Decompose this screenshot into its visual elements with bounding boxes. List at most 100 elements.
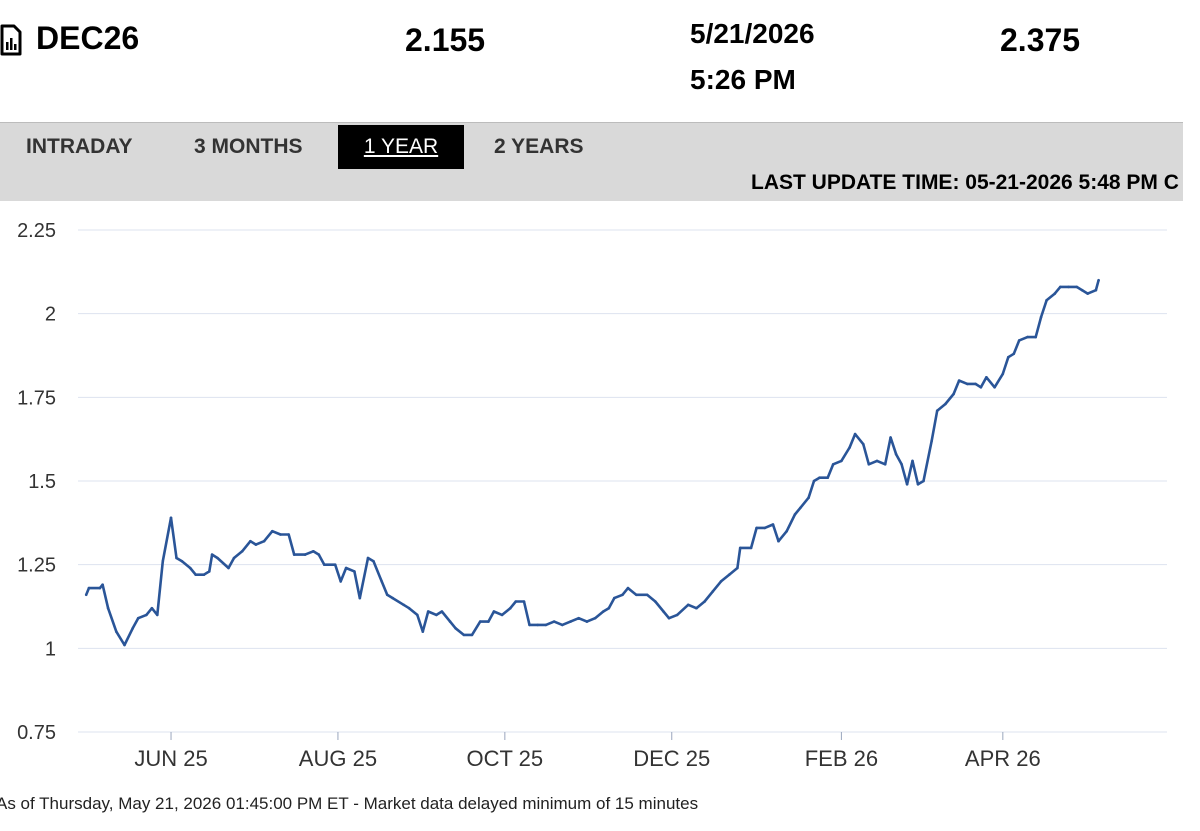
data-point bbox=[727, 573, 731, 576]
data-point bbox=[552, 620, 556, 623]
data-point bbox=[339, 580, 343, 583]
data-point bbox=[188, 566, 192, 570]
data-point bbox=[585, 620, 589, 623]
data-point bbox=[905, 483, 909, 486]
data-point bbox=[645, 593, 649, 597]
data-point bbox=[333, 563, 337, 566]
data-point bbox=[993, 386, 996, 389]
data-point bbox=[227, 566, 230, 570]
data-point bbox=[1012, 352, 1016, 356]
y-tick-label: 1 bbox=[45, 638, 56, 660]
data-point bbox=[169, 516, 173, 520]
data-point bbox=[634, 593, 638, 597]
data-point bbox=[194, 573, 197, 576]
y-tick-label: 1.5 bbox=[28, 471, 56, 493]
data-point bbox=[262, 539, 266, 543]
quote-row: DEC26 2.155 5/21/2026 5:26 PM 2.375 bbox=[0, 0, 1200, 122]
data-point bbox=[279, 533, 282, 536]
data-point bbox=[966, 382, 969, 386]
data-point bbox=[771, 523, 775, 526]
tab-1-year[interactable]: 1 YEAR bbox=[338, 125, 464, 169]
data-point bbox=[738, 546, 742, 550]
data-point bbox=[894, 452, 898, 456]
data-point bbox=[287, 533, 291, 536]
data-point bbox=[440, 610, 444, 613]
data-point bbox=[979, 386, 983, 389]
data-point bbox=[208, 570, 211, 573]
data-point bbox=[500, 613, 504, 617]
data-point bbox=[87, 586, 91, 590]
data-point bbox=[470, 633, 474, 637]
data-point bbox=[478, 620, 482, 623]
x-tick-label: JUN 25 bbox=[134, 746, 207, 771]
data-point bbox=[454, 627, 457, 630]
data-point bbox=[1097, 278, 1100, 282]
data-point bbox=[686, 603, 690, 607]
data-point bbox=[358, 596, 362, 600]
data-point bbox=[509, 606, 512, 610]
data-point bbox=[602, 610, 605, 613]
data-point bbox=[607, 606, 611, 610]
data-point bbox=[1053, 292, 1057, 295]
x-tick-label: AUG 25 bbox=[299, 746, 377, 771]
data-point bbox=[654, 600, 657, 603]
data-point bbox=[719, 580, 723, 583]
data-point bbox=[667, 616, 671, 620]
data-point bbox=[561, 623, 564, 627]
data-point bbox=[1094, 288, 1098, 292]
data-point bbox=[944, 402, 947, 406]
data-point bbox=[435, 613, 438, 617]
data-point bbox=[536, 623, 539, 627]
data-point bbox=[106, 606, 110, 610]
data-point bbox=[416, 613, 419, 617]
data-point bbox=[426, 610, 430, 613]
tab-2-years[interactable]: 2 YEARS bbox=[494, 135, 584, 158]
data-point bbox=[528, 623, 531, 627]
data-point bbox=[957, 379, 961, 382]
y-tick-label: 2 bbox=[45, 304, 56, 326]
range-tabbar: INTRADAY 3 MONTHS 1 YEAR 2 YEARS LAST UP… bbox=[0, 122, 1183, 201]
data-point bbox=[487, 620, 490, 623]
last-price: 2.155 bbox=[405, 22, 486, 58]
y-tick-label: 2.25 bbox=[17, 220, 56, 242]
data-point bbox=[232, 556, 236, 560]
data-point bbox=[1067, 285, 1070, 289]
tab-3-months[interactable]: 3 MONTHS bbox=[194, 135, 303, 158]
tab-intraday[interactable]: INTRADAY bbox=[26, 135, 133, 158]
data-point bbox=[569, 620, 572, 623]
data-point bbox=[675, 613, 679, 617]
x-tick-label: APR 26 bbox=[965, 746, 1041, 771]
chart-grid bbox=[78, 229, 1167, 733]
last-update-time: LAST UPDATE TIME: 05-21-2026 5:48 PM C bbox=[751, 171, 1179, 194]
data-point bbox=[593, 616, 597, 620]
data-point bbox=[492, 610, 496, 613]
price-chart: 0.75 1 1.25 1.5 1.75 2 2.25 JUN 25 AUG 25 OCT 25… bbox=[17, 220, 1167, 771]
data-point bbox=[145, 613, 148, 617]
data-point bbox=[840, 459, 843, 463]
data-point bbox=[900, 463, 903, 466]
quote-value: 2.375 bbox=[1000, 22, 1081, 58]
data-point bbox=[935, 409, 939, 412]
data-point bbox=[1017, 339, 1021, 342]
data-point bbox=[985, 376, 988, 379]
data-point bbox=[98, 586, 102, 590]
data-point bbox=[703, 600, 706, 603]
data-point bbox=[749, 546, 753, 550]
data-point bbox=[366, 556, 370, 560]
data-point bbox=[807, 496, 810, 500]
delay-footnote: As of Thursday, May 21, 2026 01:45:00 PM… bbox=[0, 794, 699, 813]
data-point bbox=[662, 610, 665, 613]
data-point bbox=[1034, 335, 1037, 339]
data-point bbox=[930, 439, 933, 443]
y-axis: 0.75 1 1.25 1.5 1.75 2 2.25 bbox=[17, 220, 56, 744]
y-tick-label: 1.75 bbox=[17, 387, 56, 409]
data-point bbox=[249, 539, 252, 543]
chart-document-icon[interactable] bbox=[0, 24, 22, 56]
data-point bbox=[391, 596, 395, 600]
data-point bbox=[156, 613, 159, 617]
price-series-line bbox=[84, 279, 1100, 647]
data-point bbox=[818, 476, 821, 480]
data-point bbox=[150, 606, 154, 610]
data-point bbox=[312, 550, 315, 553]
data-point bbox=[1059, 285, 1062, 289]
